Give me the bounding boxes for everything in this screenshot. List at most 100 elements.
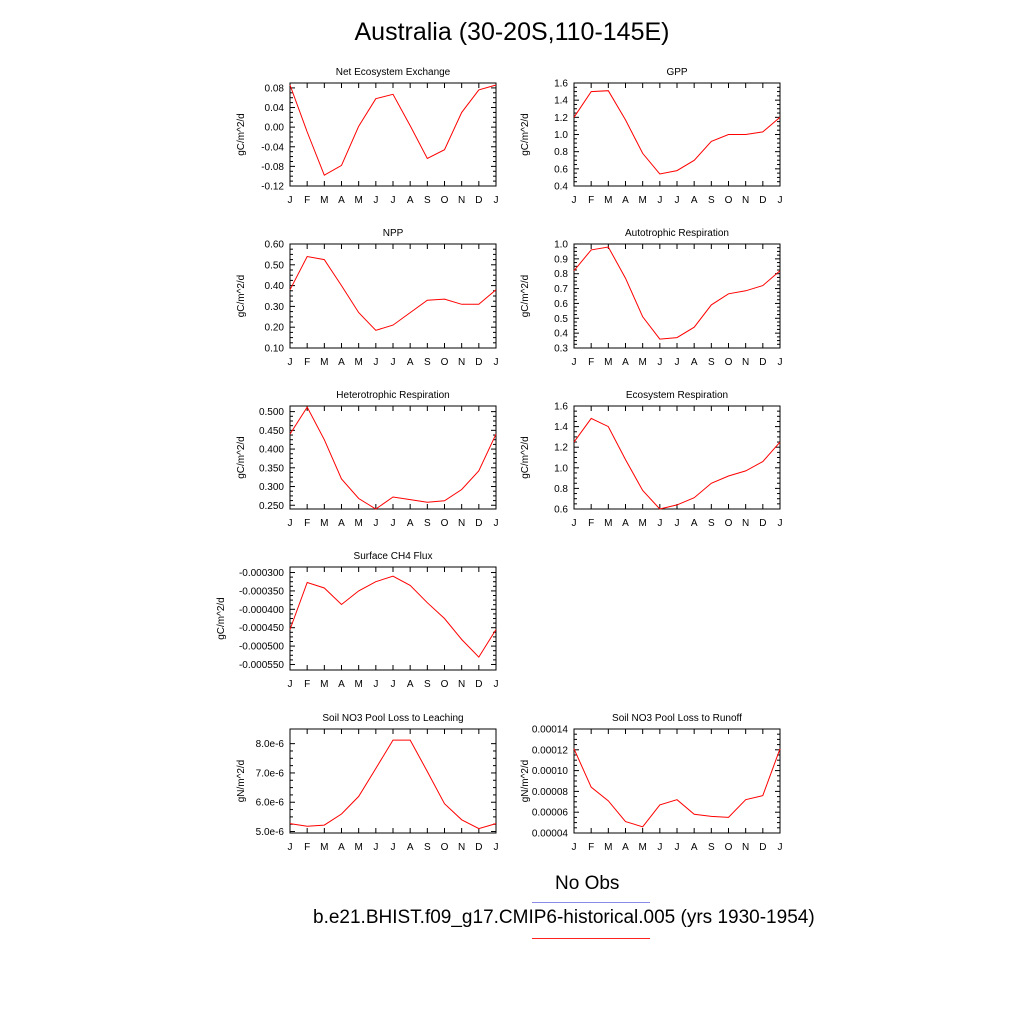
x-tick-label: D bbox=[475, 679, 482, 690]
legend-model-label: b.e21.BHIST.f09_g17.CMIP6-historical.005… bbox=[313, 907, 815, 928]
x-tick-label: A bbox=[407, 357, 414, 368]
x-tick-label: S bbox=[424, 679, 431, 690]
series-line bbox=[573, 748, 781, 828]
x-tick-label: J bbox=[778, 518, 783, 529]
y-tick-label: 1.0 bbox=[554, 463, 568, 474]
y-axis-label: gN/m^2/d bbox=[520, 760, 531, 803]
x-tick-label: O bbox=[441, 357, 449, 368]
x-tick-label: M bbox=[638, 357, 646, 368]
x-tick-label: A bbox=[338, 679, 345, 690]
x-tick-label: M bbox=[354, 195, 362, 206]
x-tick-label: J bbox=[288, 195, 293, 206]
x-tick-label: J bbox=[675, 195, 680, 206]
y-tick-label: 0.08 bbox=[265, 83, 285, 94]
x-tick-label: J bbox=[657, 842, 662, 853]
y-tick-label: 0.5 bbox=[554, 314, 568, 325]
x-tick-label: D bbox=[475, 357, 482, 368]
x-tick-label: J bbox=[778, 195, 783, 206]
x-tick-label: M bbox=[320, 842, 328, 853]
x-tick-label: A bbox=[407, 842, 414, 853]
x-tick-label: J bbox=[391, 195, 396, 206]
y-axis-label: gC/m^2/d bbox=[236, 275, 247, 318]
y-tick-label: 1.2 bbox=[554, 113, 568, 124]
y-tick-label: -0.000400 bbox=[239, 605, 284, 616]
legend-no-obs-label: No Obs bbox=[555, 873, 620, 894]
chart-title: Surface CH4 Flux bbox=[354, 551, 433, 562]
y-tick-label: 0.04 bbox=[265, 103, 285, 114]
x-tick-label: J bbox=[778, 357, 783, 368]
x-tick-label: J bbox=[494, 518, 499, 529]
chart-title: Soil NO3 Pool Loss to Leaching bbox=[322, 713, 463, 724]
y-tick-label: 0.4 bbox=[554, 182, 568, 193]
y-tick-label: 0.60 bbox=[265, 240, 285, 251]
y-tick-label: 0.00012 bbox=[532, 745, 569, 756]
y-tick-label: 0.20 bbox=[265, 323, 285, 334]
x-tick-label: J bbox=[494, 357, 499, 368]
y-tick-label: 0.8 bbox=[554, 147, 568, 158]
x-tick-label: A bbox=[338, 357, 345, 368]
y-tick-label: -0.000350 bbox=[239, 586, 284, 597]
y-tick-label: 1.4 bbox=[554, 96, 568, 107]
x-tick-label: F bbox=[304, 357, 310, 368]
y-tick-label: 0.400 bbox=[259, 445, 284, 456]
y-tick-label: -0.000300 bbox=[239, 568, 284, 579]
x-tick-label: J bbox=[572, 842, 577, 853]
x-tick-label: J bbox=[657, 195, 662, 206]
x-tick-label: N bbox=[742, 842, 749, 853]
x-tick-label: F bbox=[304, 679, 310, 690]
y-axis-label: gC/m^2/d bbox=[236, 113, 247, 156]
y-tick-label: 0.6 bbox=[554, 505, 568, 516]
series-line bbox=[573, 417, 781, 510]
legend-no-obs-line bbox=[532, 902, 650, 903]
x-tick-label: M bbox=[638, 842, 646, 853]
plot-frame bbox=[573, 243, 781, 349]
x-tick-label: O bbox=[441, 679, 449, 690]
x-tick-label: J bbox=[675, 842, 680, 853]
y-tick-label: 0.00010 bbox=[532, 766, 569, 777]
x-tick-label: S bbox=[708, 195, 715, 206]
y-tick-label: 0.450 bbox=[259, 426, 284, 437]
y-axis-label: gC/m^2/d bbox=[520, 436, 531, 479]
x-tick-label: D bbox=[475, 842, 482, 853]
chart-title: GPP bbox=[666, 67, 687, 78]
x-tick-label: A bbox=[691, 357, 698, 368]
plot-frame bbox=[289, 405, 497, 510]
y-tick-label: 0.6 bbox=[554, 299, 568, 310]
y-tick-label: 1.6 bbox=[554, 402, 568, 413]
x-tick-label: J bbox=[657, 357, 662, 368]
y-tick-label: 0.00008 bbox=[532, 787, 569, 798]
y-tick-label: 0.00006 bbox=[532, 808, 569, 819]
x-tick-label: J bbox=[675, 357, 680, 368]
x-tick-label: M bbox=[354, 842, 362, 853]
x-tick-label: J bbox=[288, 679, 293, 690]
x-tick-label: J bbox=[572, 518, 577, 529]
y-tick-label: 0.50 bbox=[265, 260, 285, 271]
y-tick-label: 0.00 bbox=[265, 123, 285, 134]
x-tick-label: S bbox=[708, 842, 715, 853]
x-tick-label: M bbox=[604, 195, 612, 206]
x-tick-label: A bbox=[691, 195, 698, 206]
y-tick-label: 0.4 bbox=[554, 329, 568, 340]
x-tick-label: S bbox=[424, 518, 431, 529]
x-tick-label: F bbox=[588, 195, 594, 206]
y-tick-label: 0.7 bbox=[554, 284, 568, 295]
x-tick-label: M bbox=[320, 357, 328, 368]
x-tick-label: D bbox=[475, 195, 482, 206]
x-tick-label: J bbox=[675, 518, 680, 529]
chart-title: Ecosystem Respiration bbox=[626, 390, 728, 401]
series-line bbox=[289, 739, 497, 830]
y-tick-label: -0.000450 bbox=[239, 623, 284, 634]
x-tick-label: S bbox=[708, 357, 715, 368]
x-tick-label: O bbox=[441, 518, 449, 529]
x-tick-label: O bbox=[441, 842, 449, 853]
y-tick-label: 0.500 bbox=[259, 407, 284, 418]
chart-title: NPP bbox=[383, 228, 404, 239]
x-tick-label: A bbox=[407, 195, 414, 206]
x-tick-label: M bbox=[354, 357, 362, 368]
y-tick-label: 0.6 bbox=[554, 164, 568, 175]
y-tick-label: -0.12 bbox=[261, 182, 284, 193]
x-tick-label: J bbox=[373, 195, 378, 206]
